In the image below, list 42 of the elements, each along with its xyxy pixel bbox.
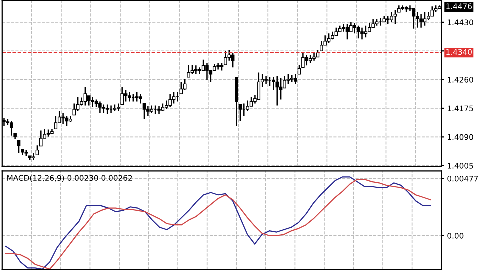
- candlestick: [228, 50, 232, 62]
- candlestick: [106, 104, 110, 115]
- candlestick: [257, 72, 261, 100]
- candlestick: [276, 76, 280, 106]
- candlestick: [168, 93, 172, 108]
- candlestick: [128, 91, 132, 102]
- candlestick: [360, 27, 364, 40]
- candlestick: [194, 65, 198, 76]
- candlestick: [146, 106, 150, 117]
- candlestick: [135, 91, 139, 102]
- candlestick: [198, 67, 202, 76]
- candlestick: [187, 64, 190, 78]
- candlestick: [302, 52, 305, 68]
- candlestick: [40, 130, 43, 147]
- candlestick: [98, 101, 102, 114]
- candlestick: [231, 52, 235, 68]
- candlestick: [84, 86, 88, 106]
- candlestick: [62, 112, 65, 125]
- candlestick: [356, 25, 360, 40]
- candlestick: [246, 100, 250, 112]
- candlestick: [286, 74, 290, 85]
- candlestick: [342, 24, 346, 33]
- candlestick: [346, 24, 350, 40]
- candlestick: [430, 6, 434, 18]
- candlestick: [238, 104, 242, 122]
- candlestick: [364, 25, 368, 38]
- candlestick: [17, 140, 21, 154]
- candlestick: [416, 12, 420, 28]
- candlestick: [423, 12, 427, 26]
- candlestick: [390, 12, 394, 23]
- candlestick: [250, 96, 254, 108]
- candlestick: [124, 89, 128, 102]
- candlestick: [353, 22, 357, 34]
- candlestick: [10, 120, 14, 136]
- candlestick: [76, 96, 80, 112]
- candlestick: [320, 40, 324, 52]
- candlestick: [420, 14, 423, 28]
- candlestick: [91, 96, 94, 108]
- candlestick: [305, 54, 309, 66]
- candlestick: [206, 62, 209, 82]
- candlestick: [87, 95, 91, 106]
- candlestick: [172, 91, 176, 104]
